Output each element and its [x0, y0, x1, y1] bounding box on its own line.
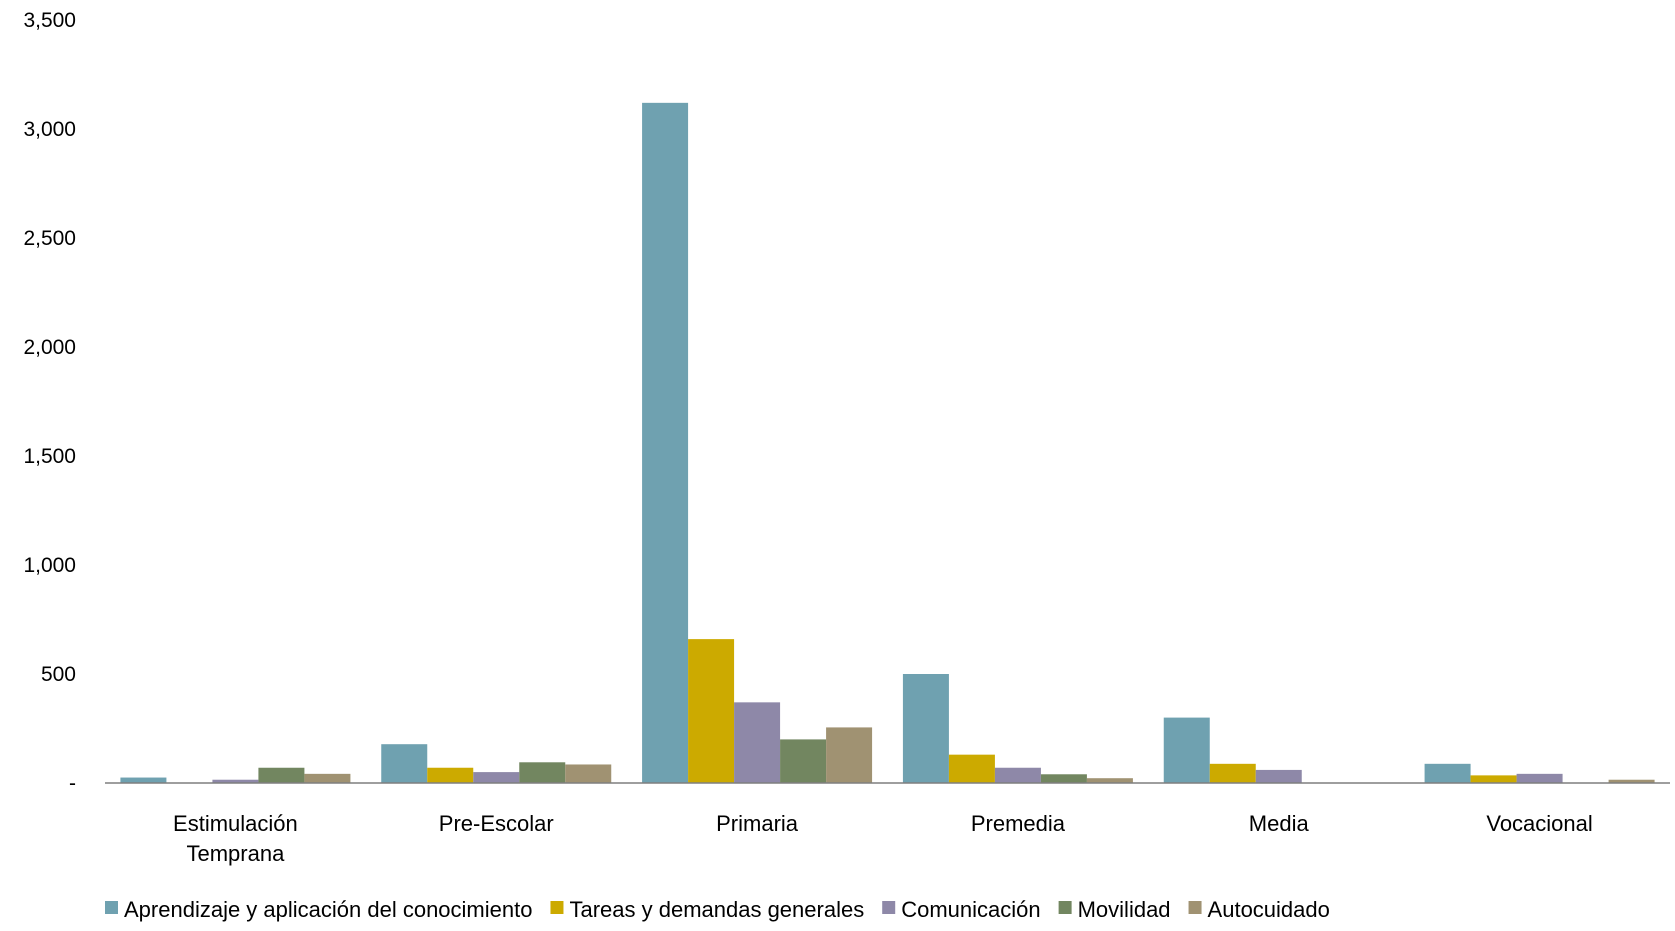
legend-label: Aprendizaje y aplicación del conocimient…	[124, 897, 532, 922]
legend-label: Movilidad	[1078, 897, 1171, 922]
bar	[381, 744, 428, 783]
category-label: Premedia	[971, 811, 1066, 836]
category-label: Media	[1249, 811, 1310, 836]
bar	[642, 102, 689, 784]
x-axis-labels: Estimulación Temprana Pre-Escolar Primaria P…	[173, 811, 1593, 866]
bar	[519, 762, 566, 783]
legend-swatch	[1058, 901, 1072, 914]
y-tick-label: -	[69, 772, 76, 795]
bar	[1086, 778, 1133, 783]
legend-label: Tareas y demandas generales	[569, 897, 864, 922]
bar	[473, 772, 520, 783]
category-label: Primaria	[716, 811, 799, 836]
bar	[1608, 779, 1655, 783]
legend-swatch	[105, 901, 118, 914]
bar	[826, 727, 873, 783]
bar	[1470, 775, 1517, 783]
category-label: Temprana	[186, 841, 285, 866]
y-tick-label: 500	[41, 663, 76, 686]
bar	[902, 674, 949, 783]
bar	[212, 779, 259, 783]
bar	[565, 764, 612, 783]
bar	[304, 773, 351, 783]
bars-group	[120, 102, 1655, 784]
legend-label: Comunicación	[901, 897, 1040, 922]
legend: Aprendizaje y aplicación del conocimient…	[105, 897, 1330, 922]
bar	[780, 739, 827, 783]
bar	[1163, 717, 1210, 783]
y-tick-label: 3,500	[23, 9, 76, 32]
legend-swatch	[550, 901, 564, 914]
y-tick-label: 1,000	[23, 554, 76, 577]
bar	[1209, 763, 1256, 783]
category-label: Vocacional	[1486, 811, 1592, 836]
y-axis: - 500 1,000 1,500 2,000 2,500 3,000 3,500	[23, 9, 76, 795]
category-label: Pre-Escolar	[439, 811, 554, 836]
legend-label: Autocuidado	[1208, 897, 1330, 922]
bar	[1040, 774, 1087, 783]
bar	[1255, 769, 1302, 783]
bar	[258, 767, 305, 783]
legend-swatch	[882, 901, 896, 914]
bar	[688, 639, 735, 783]
y-tick-label: 1,500	[23, 445, 76, 468]
y-tick-label: 2,500	[23, 227, 76, 250]
bar	[427, 767, 474, 783]
bar	[1424, 763, 1471, 783]
bar	[994, 767, 1041, 783]
bar	[948, 754, 995, 783]
y-tick-label: 2,000	[23, 336, 76, 359]
bar	[120, 777, 167, 783]
y-tick-label: 3,000	[23, 118, 76, 141]
legend-swatch	[1188, 901, 1202, 914]
bar	[1516, 773, 1563, 783]
bar	[734, 702, 781, 783]
category-label: Estimulación	[173, 811, 298, 836]
